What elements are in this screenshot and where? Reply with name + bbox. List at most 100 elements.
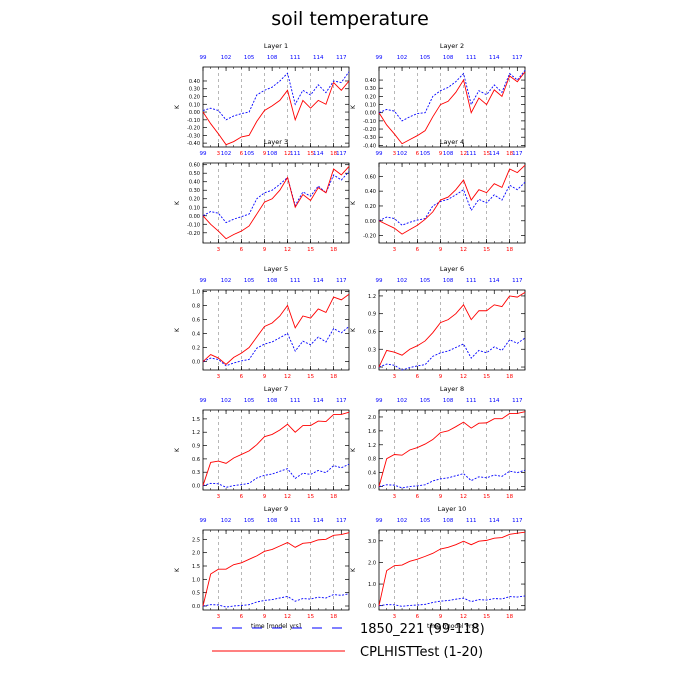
series-line-1850-221 [378,469,526,489]
y-axis-label: K [174,567,181,572]
x-bottom-tick-label: 12 [284,374,291,380]
x-bottom-tick-label: 9 [263,247,267,253]
x-top-tick-label: 114 [489,278,500,284]
x-top-tick-label: 105 [244,518,255,524]
series-line-cplhisttest [378,531,526,606]
x-top-tick-label: 102 [397,55,408,61]
panel-title: Layer 3 [264,138,288,146]
x-top-tick-label: 111 [290,151,301,157]
x-bottom-tick-label: 18 [330,247,337,253]
x-top-tick-label: 99 [376,55,383,61]
x-bottom-tick-label: 9 [263,614,267,620]
series-line-cplhisttest [378,164,526,235]
x-top-tick-label: 105 [244,55,255,61]
x-bottom-tick-label: 6 [416,494,420,500]
y-tick-label: 0.6 [192,457,200,463]
panel-8: Layer 8 99 102 105 108 111 114 117 3 6 9 12 15 18 0.0 0… [350,385,526,500]
x-top-tick-label: 99 [200,151,207,157]
y-tick-label: -0.10 [187,222,200,228]
y-tick-label: -0.40 [187,141,200,147]
x-bottom-tick-label: 18 [506,374,513,380]
x-top-tick-label: 99 [376,518,383,524]
x-bottom-tick-label: 15 [483,374,490,380]
x-axis-label: time [model yrs] [427,623,477,630]
x-top-tick-label: 102 [397,278,408,284]
y-tick-label: 0.8 [192,303,200,309]
panel-1: Layer 1 99 102 105 108 111 114 117 3 6 9 12 15 18 -0.4… [174,42,350,157]
y-tick-label: 1.0 [192,577,200,583]
y-tick-label: 0.9 [192,444,200,450]
y-tick-label: 0.0 [192,604,200,610]
series-line-1850-221 [378,181,526,226]
x-top-tick-label: 105 [420,518,431,524]
x-top-tick-label: 111 [466,398,477,404]
y-tick-label: -0.20 [363,127,376,133]
x-bottom-tick-label: 6 [240,494,244,500]
x-bottom-tick-label: 18 [506,494,513,500]
x-bottom-tick-label: 9 [439,614,443,620]
series-line-cplhisttest [378,291,526,368]
x-top-tick-label: 99 [376,151,383,157]
x-top-tick-label: 108 [443,55,454,61]
y-axis-label: K [174,447,181,452]
plot-frame [202,162,350,244]
y-tick-label: 1.6 [368,429,376,435]
y-tick-label: 0.6 [192,317,200,323]
y-tick-label: 0.20 [365,204,376,210]
x-top-tick-label: 108 [267,151,278,157]
x-bottom-tick-label: 15 [307,151,314,157]
x-top-tick-label: 111 [290,518,301,524]
x-top-tick-label: 108 [267,278,278,284]
x-bottom-tick-label: 3 [217,151,221,157]
y-tick-label: 0.2 [192,346,200,352]
panel-5: Layer 5 99 102 105 108 111 114 117 3 6 9 12 15 18 0.0 0… [174,265,350,380]
panel-title: Layer 9 [264,505,288,513]
x-top-tick-label: 102 [221,398,232,404]
x-bottom-tick-label: 12 [460,151,467,157]
x-top-tick-label: 102 [397,518,408,524]
x-top-tick-label: 105 [244,278,255,284]
x-bottom-tick-label: 12 [284,614,291,620]
x-top-tick-label: 117 [336,398,347,404]
x-top-tick-label: 111 [466,151,477,157]
x-bottom-tick-label: 15 [483,247,490,253]
plot-frame [202,409,350,491]
y-tick-label: 0.3 [368,347,376,353]
x-bottom-tick-label: 3 [217,374,221,380]
y-tick-label: 0.30 [189,87,200,93]
x-top-tick-label: 102 [221,55,232,61]
y-tick-label: -0.10 [187,118,200,124]
x-bottom-tick-label: 12 [284,151,291,157]
y-tick-label: 1.0 [368,582,376,588]
y-tick-label: 0.20 [189,95,200,101]
x-top-tick-label: 114 [489,151,500,157]
plot-frame [202,66,350,148]
series-line-cplhisttest [202,166,350,240]
plot-frame [378,162,526,244]
x-bottom-tick-label: 9 [439,374,443,380]
x-bottom-tick-label: 12 [460,374,467,380]
y-tick-label: -0.20 [187,126,200,132]
x-top-tick-label: 111 [466,55,477,61]
x-top-tick-label: 111 [290,398,301,404]
plot-frame [202,289,350,371]
x-bottom-tick-label: 9 [439,247,443,253]
y-tick-label: 0.00 [365,111,376,117]
x-top-tick-label: 99 [376,398,383,404]
y-tick-label: 1.2 [192,430,200,436]
x-bottom-tick-label: 15 [483,151,490,157]
x-bottom-tick-label: 15 [307,374,314,380]
legend-label: CPLHISTTest (1-20) [360,645,483,660]
y-tick-label: 2.0 [368,415,376,421]
x-bottom-tick-label: 12 [460,494,467,500]
y-tick-label: 0.40 [365,189,376,195]
x-bottom-tick-label: 12 [284,494,291,500]
x-bottom-tick-label: 3 [217,247,221,253]
panel-10: Layer 10 99 102 105 108 111 114 117 3 6 9 12 15 18 0.0… [350,505,526,630]
x-bottom-tick-label: 15 [307,614,314,620]
x-bottom-tick-label: 6 [240,614,244,620]
x-top-tick-label: 108 [443,518,454,524]
x-top-tick-label: 117 [336,55,347,61]
